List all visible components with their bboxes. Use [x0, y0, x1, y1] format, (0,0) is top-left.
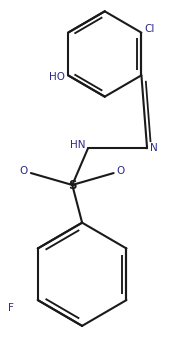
Text: HO: HO [49, 72, 65, 82]
Text: O: O [117, 166, 125, 176]
Text: Cl: Cl [144, 24, 155, 34]
Text: HN: HN [70, 140, 85, 150]
Text: S: S [68, 180, 77, 193]
Text: O: O [20, 166, 28, 176]
Text: N: N [150, 143, 158, 153]
Text: F: F [8, 303, 14, 313]
